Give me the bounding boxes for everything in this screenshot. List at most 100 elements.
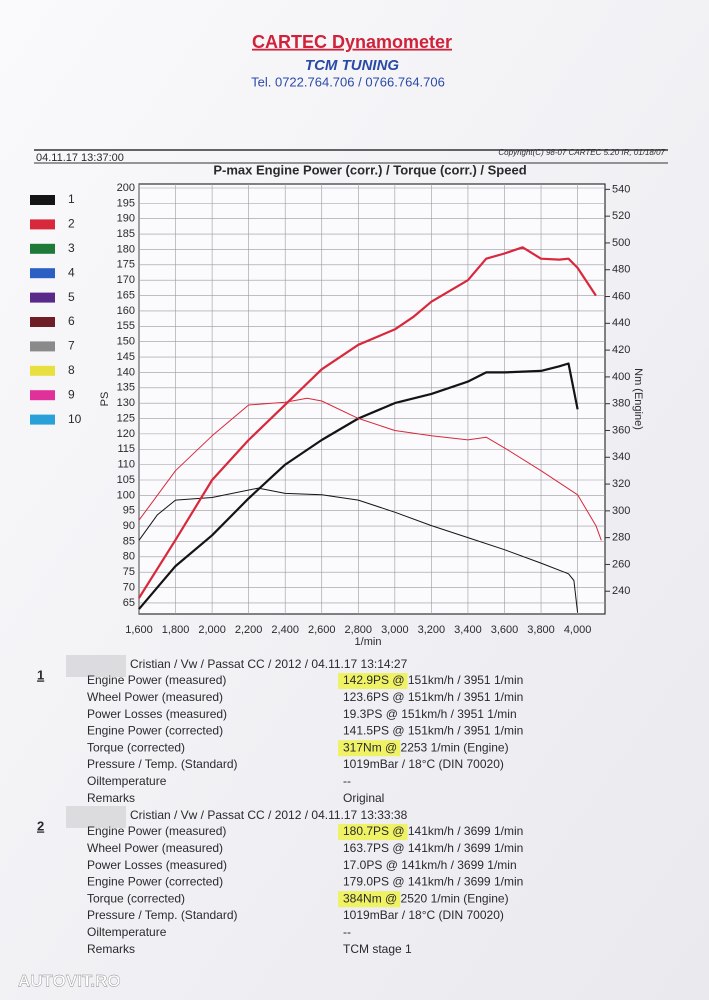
y-tick-label: 70 [123, 581, 135, 593]
y2-tick-label: 240 [612, 585, 630, 597]
legend-label: 5 [68, 290, 75, 304]
y-tick-label: 100 [117, 489, 135, 501]
data-line [138, 397, 602, 541]
row-value: 123.6PS @ 151km/h / 3951 1/min [343, 690, 523, 704]
row-value: 1019mBar / 18°C (DIN 70020) [343, 908, 504, 922]
y-tick-label: 165 [117, 289, 135, 301]
legend-swatch [30, 341, 55, 352]
row-label: Remarks [87, 791, 135, 805]
row-value: 179.0PS @ 141km/h / 3699 1/min [343, 875, 523, 889]
row-label: Power Losses (measured) [87, 707, 227, 721]
redaction [66, 655, 126, 677]
row-label: Torque (corrected) [87, 740, 185, 754]
plot-area [138, 183, 606, 615]
y-tick-label: 140 [117, 366, 135, 378]
legend-swatch [30, 317, 55, 327]
y2-tick-label: 320 [612, 478, 630, 490]
row-label: Wheel Power (measured) [87, 841, 223, 855]
row-label: Oiltemperature [87, 774, 167, 788]
legend-swatch [30, 292, 55, 303]
run-number: 1 [37, 667, 44, 682]
row-label: Engine Power (measured) [87, 673, 226, 687]
header-title: CARTEC Dynamometer [252, 32, 452, 52]
legend-label: 1 [68, 192, 75, 206]
highlight [338, 824, 408, 840]
y-tick-label: 90 [123, 520, 135, 532]
y-tick-label: 80 [123, 551, 135, 563]
row-value: 163.7PS @ 141km/h / 3699 1/min [343, 841, 523, 855]
legend-swatch [30, 195, 55, 205]
legend-label: 7 [68, 339, 75, 353]
y-tick-label: 185 [117, 228, 135, 240]
y-tick-label: 115 [117, 443, 135, 455]
x-tick-label: 2,800 [345, 624, 373, 636]
legend-swatch [30, 219, 55, 230]
y-tick-label: 170 [117, 274, 135, 286]
report-date: 04.11.17 13:37:00 [36, 152, 124, 164]
legend-label: 3 [68, 241, 75, 255]
legend-swatch [30, 390, 55, 401]
y-tick-label: 135 [117, 382, 135, 394]
y2-tick-label: 280 [612, 532, 630, 544]
legend-swatch [30, 268, 55, 279]
y2-axis-label: Nm (Engine) [632, 368, 644, 430]
y-tick-label: 110 [117, 459, 135, 471]
legend-label: 8 [68, 363, 75, 377]
y2-tick-label: 460 [612, 290, 630, 302]
y-tick-label: 65 [123, 597, 135, 609]
x-tick-label: 2,000 [198, 624, 226, 636]
y-axis-label: PS [99, 392, 111, 407]
legend-swatch [30, 243, 55, 254]
row-label: Wheel Power (measured) [87, 690, 223, 704]
x-tick-label: 3,600 [491, 624, 519, 636]
x-tick-label: 3,400 [454, 624, 482, 636]
y-tick-label: 180 [117, 243, 135, 255]
header-subtitle: TCM TUNING [305, 57, 399, 74]
run-number: 2 [37, 818, 44, 833]
row-value: Original [343, 791, 384, 805]
row-label: Torque (corrected) [87, 891, 185, 905]
x-tick-label: 2,400 [271, 624, 299, 636]
run-header: Cristian / Vw / Passat CC / 2012 / 04.11… [130, 808, 408, 822]
row-label: Engine Power (corrected) [87, 724, 223, 738]
legend-label: 2 [68, 217, 75, 231]
y-tick-label: 125 [117, 412, 135, 424]
x-tick-label: 2,600 [308, 624, 336, 636]
y-tick-label: 150 [117, 336, 135, 348]
y-tick-label: 85 [123, 535, 135, 547]
y-tick-label: 105 [117, 474, 135, 486]
y-tick-label: 130 [117, 397, 135, 409]
redaction [66, 806, 126, 828]
y-tick-label: 95 [123, 505, 135, 517]
y-tick-label: 200 [117, 182, 135, 194]
row-value: TCM stage 1 [343, 942, 412, 956]
y2-tick-label: 540 [612, 183, 630, 195]
y2-tick-label: 360 [612, 424, 630, 436]
y-tick-label: 190 [117, 213, 135, 225]
y2-tick-label: 440 [612, 317, 630, 329]
chart-title: P-max Engine Power (corr.) / Torque (cor… [213, 162, 526, 177]
x-tick-label: 2,200 [235, 624, 263, 636]
row-label: Power Losses (measured) [87, 858, 227, 872]
y2-tick-label: 500 [612, 237, 630, 249]
x-tick-label: 1,600 [125, 624, 153, 636]
y-tick-label: 155 [117, 320, 135, 332]
y-tick-label: 120 [117, 428, 135, 440]
y2-tick-label: 420 [612, 344, 630, 356]
legend-label: 4 [68, 265, 75, 279]
y2-tick-label: 480 [612, 264, 630, 276]
row-value: 142.9PS @ 151km/h / 3951 1/min [343, 673, 523, 687]
x-tick-label: 1,800 [162, 624, 190, 636]
row-label: Remarks [87, 942, 135, 956]
run-header: Cristian / Vw / Passat CC / 2012 / 04.11… [130, 657, 408, 671]
row-value: 1019mBar / 18°C (DIN 70020) [343, 757, 504, 771]
legend-label: 9 [68, 387, 75, 401]
row-label: Engine Power (corrected) [87, 875, 223, 889]
y2-tick-label: 380 [612, 398, 630, 410]
y2-tick-label: 400 [612, 371, 630, 383]
row-label: Pressure / Temp. (Standard) [87, 757, 238, 771]
row-value: 317Nm @ 2253 1/min (Engine) [343, 740, 509, 754]
row-label: Engine Power (measured) [87, 824, 226, 838]
legend-swatch [30, 365, 55, 376]
